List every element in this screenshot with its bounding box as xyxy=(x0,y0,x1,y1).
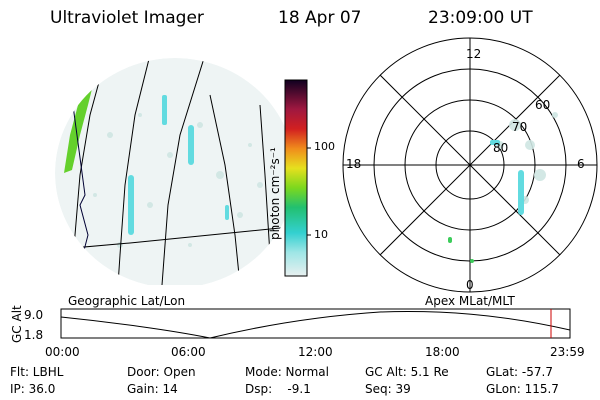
status-gc-alt: GC Alt: 5.1 Re xyxy=(365,365,449,379)
altitude-xtick-0: 00:00 xyxy=(45,345,80,359)
altitude-ytick-high: 9.0 xyxy=(24,308,44,322)
status-glon: GLon: 115.7 xyxy=(486,382,559,396)
color-bar xyxy=(284,79,311,277)
status-ip: IP: 36.0 xyxy=(10,382,56,396)
polar-label-60: 60 xyxy=(535,98,551,112)
altitude-xtick-3: 18:00 xyxy=(425,345,460,359)
status-glat: GLat: -57.7 xyxy=(486,365,553,379)
colorbar-tick-10: 10 xyxy=(314,228,328,241)
polar-label-70: 70 xyxy=(512,120,528,134)
altitude-xtick-1: 06:00 xyxy=(171,345,206,359)
status-filter: Flt: LBHL xyxy=(10,365,64,379)
status-dsp: Dsp: -9.1 xyxy=(245,382,311,396)
polar-label-80: 80 xyxy=(493,141,509,155)
altitude-strip xyxy=(60,308,571,339)
altitude-curve xyxy=(60,311,571,339)
left-panel-label: Geographic Lat/Lon xyxy=(68,294,186,308)
altitude-ytick-low: 1.8 xyxy=(24,328,44,342)
right-panel-label: Apex MLat/MLT xyxy=(425,294,515,308)
polar-plot xyxy=(342,37,598,293)
altitude-xtick-4: 23:59 xyxy=(550,345,585,359)
polar-label-0: 0 xyxy=(466,278,474,292)
polar-label-12: 12 xyxy=(466,47,482,61)
time-label: 23:09:00 UT xyxy=(428,8,533,28)
status-mode: Mode: Normal xyxy=(245,365,329,379)
status-door: Door: Open xyxy=(127,365,196,379)
date-label: 18 Apr 07 xyxy=(278,8,362,28)
geographic-image xyxy=(55,58,295,285)
auroral-arc xyxy=(64,73,95,173)
status-gain: Gain: 14 xyxy=(127,382,178,396)
colorbar-tick-100: 100 xyxy=(314,140,335,153)
colorbar-unit-label: photon cm⁻²s⁻¹ xyxy=(268,147,282,240)
altitude-ylabel: GC Alt xyxy=(10,305,24,343)
altitude-xtick-2: 12:00 xyxy=(298,345,333,359)
polar-label-6: 6 xyxy=(577,157,585,171)
polar-label-18: 18 xyxy=(346,157,362,171)
instrument-title: Ultraviolet Imager xyxy=(50,8,204,28)
status-seq: Seq: 39 xyxy=(365,382,411,396)
